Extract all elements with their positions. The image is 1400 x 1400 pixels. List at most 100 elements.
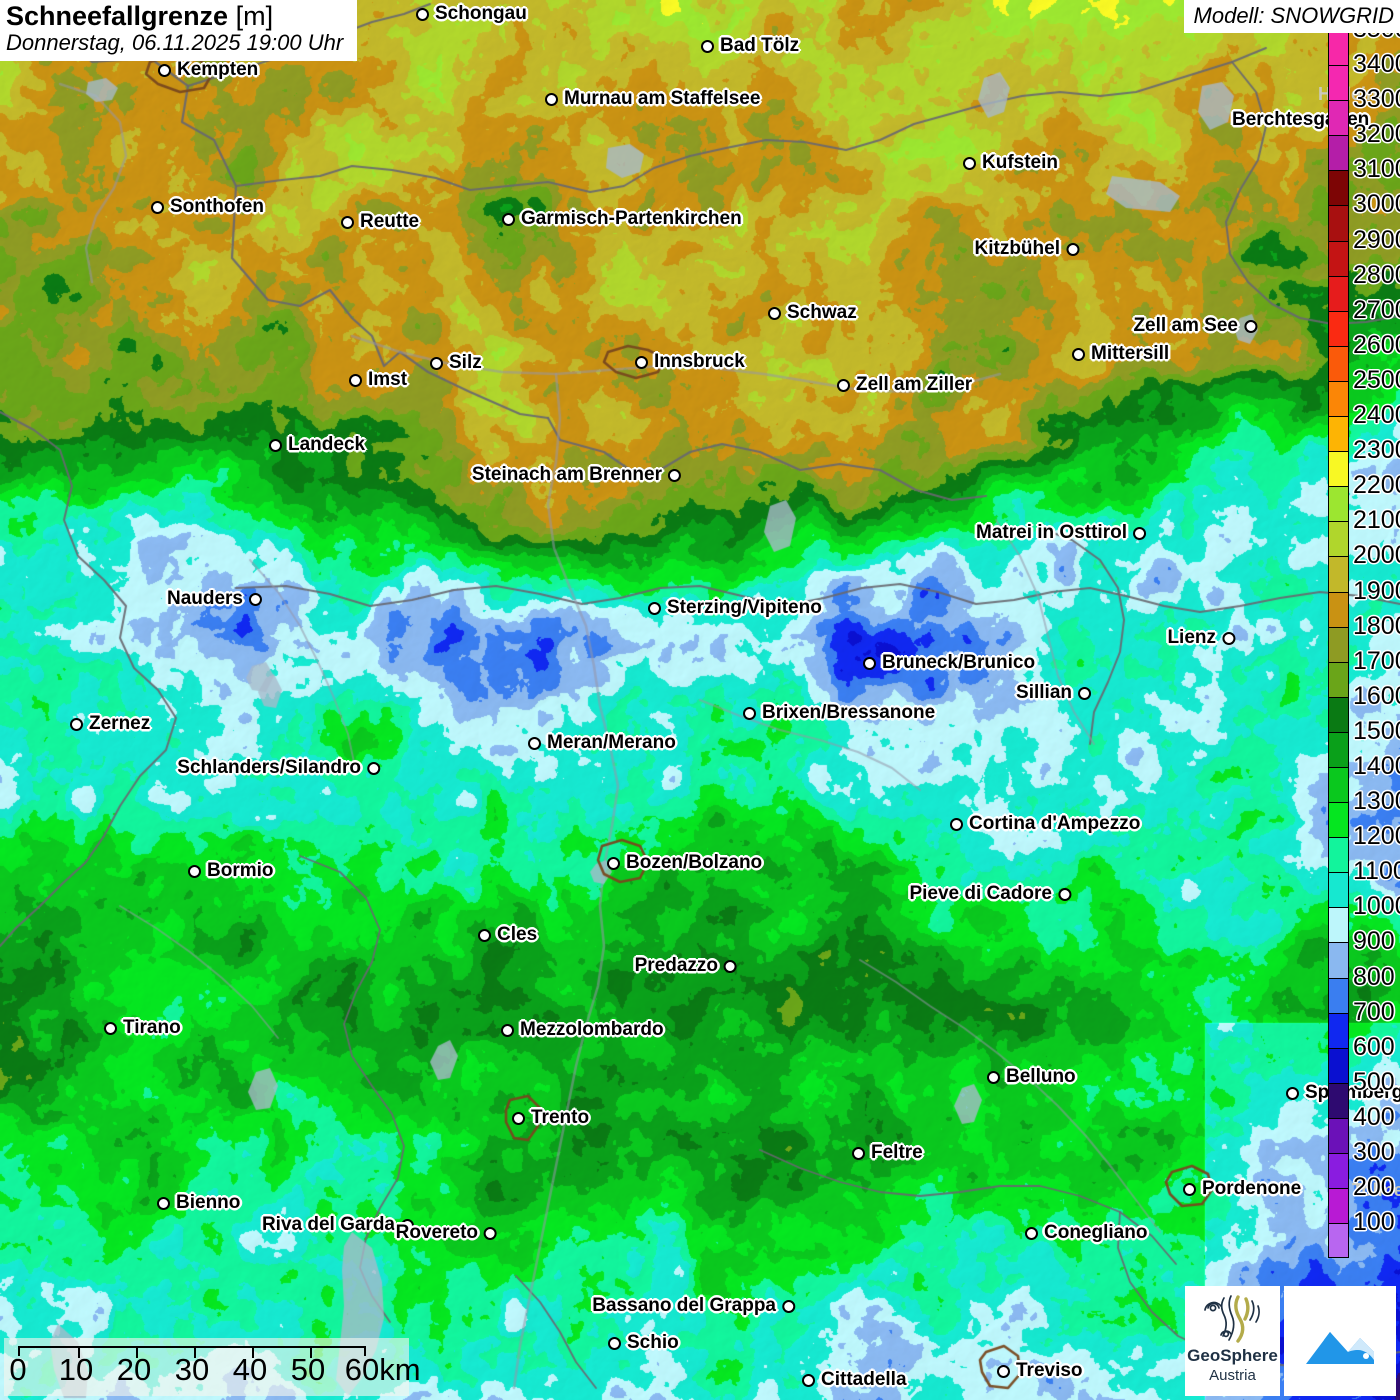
- city-marker[interactable]: Rovereto: [396, 1222, 497, 1244]
- legend-swatch: [1328, 1117, 1349, 1153]
- city-marker[interactable]: Imst: [349, 369, 407, 391]
- city-marker[interactable]: Lienz: [1167, 627, 1235, 649]
- legend-swatch: [1328, 310, 1349, 346]
- city-marker[interactable]: Conegliano: [1025, 1222, 1147, 1244]
- city-marker[interactable]: Belluno: [987, 1066, 1076, 1088]
- legend-row: 2100: [1328, 508, 1400, 557]
- legend-value-label: 200: [1353, 1173, 1395, 1202]
- city-marker[interactable]: Landeck: [269, 434, 365, 456]
- city-dot-icon: [1222, 631, 1235, 645]
- city-label: Zell am See: [1133, 315, 1238, 336]
- legend-row: 1000: [1328, 894, 1400, 943]
- city-marker[interactable]: Riva del Garda: [262, 1214, 414, 1236]
- city-marker[interactable]: Schongau: [416, 3, 527, 25]
- city-marker[interactable]: Schwaz: [768, 302, 857, 324]
- city-marker[interactable]: Innsbruck: [635, 351, 745, 373]
- city-marker[interactable]: Bormio: [188, 860, 274, 882]
- city-marker[interactable]: Steinach am Brenner: [472, 464, 681, 486]
- legend-swatch: [1328, 380, 1349, 417]
- city-marker[interactable]: Garmisch-Partenkirchen: [502, 208, 742, 230]
- title-unit: [m]: [235, 1, 274, 31]
- city-dot-icon: [478, 928, 491, 942]
- city-marker[interactable]: Pordenone: [1183, 1178, 1301, 1200]
- city-label: Mittersill: [1091, 343, 1170, 364]
- city-dot-icon: [1133, 526, 1146, 540]
- city-marker[interactable]: Mittersill: [1072, 343, 1169, 365]
- legend-swatch: [1328, 170, 1349, 206]
- city-label: Brixen/Bressanone: [762, 702, 936, 723]
- legend-swatch: [1328, 872, 1349, 908]
- legend-value-label: 1400: [1353, 751, 1400, 780]
- city-dot-icon: [987, 1070, 1000, 1084]
- city-marker[interactable]: Mezzolombardo: [501, 1019, 664, 1041]
- legend-row: 800: [1328, 964, 1400, 1013]
- city-marker[interactable]: Cles: [478, 924, 537, 946]
- city-marker[interactable]: Trento: [512, 1107, 589, 1129]
- legend-value-label: 2600: [1353, 330, 1400, 359]
- city-marker[interactable]: Sonthofen: [151, 196, 264, 218]
- legend-value-label: 1100: [1353, 857, 1400, 886]
- city-marker[interactable]: Bozen/Bolzano: [607, 852, 762, 874]
- city-marker[interactable]: Kitzbühel: [974, 238, 1079, 260]
- city-dot-icon: [416, 7, 429, 21]
- city-marker[interactable]: Sillian: [1016, 682, 1091, 704]
- legend-row: 2600: [1328, 332, 1400, 381]
- city-marker[interactable]: Schlanders/Silandro: [177, 757, 380, 779]
- city-label: Kitzbühel: [974, 238, 1061, 259]
- city-marker[interactable]: Pieve di Cadore: [909, 883, 1071, 905]
- geosphere-austria-logo[interactable]: GeoSphere Austria: [1185, 1286, 1280, 1396]
- city-marker[interactable]: Zernez: [70, 713, 150, 735]
- legend-swatch: [1328, 135, 1349, 171]
- legend-value-label: 2900: [1353, 225, 1400, 254]
- city-label: Schwaz: [787, 302, 857, 323]
- city-dot-icon: [401, 1218, 414, 1232]
- city-marker[interactable]: Reutte: [341, 211, 419, 233]
- city-marker[interactable]: Feltre: [852, 1142, 923, 1164]
- legend-colorbar: 3500340033003200310030002900280027002600…: [1328, 17, 1400, 1259]
- city-marker[interactable]: Meran/Merano: [528, 732, 676, 754]
- city-dot-icon: [528, 736, 541, 750]
- city-marker[interactable]: Zell am Ziller: [837, 374, 972, 396]
- legend-row: 2300: [1328, 438, 1400, 487]
- city-marker[interactable]: Bassano del Grappa: [592, 1295, 795, 1317]
- legend-value-label: 2800: [1353, 260, 1400, 289]
- city-marker[interactable]: Bad Tölz: [701, 35, 799, 57]
- city-dot-icon: [608, 1336, 621, 1350]
- city-label: Zernez: [89, 713, 151, 734]
- city-dot-icon: [1025, 1226, 1038, 1240]
- city-marker[interactable]: Predazzo: [635, 955, 737, 977]
- city-marker[interactable]: Bienno: [157, 1192, 240, 1214]
- city-marker[interactable]: Cortina d'Ampezzo: [950, 813, 1140, 835]
- legend-swatch: [1328, 907, 1349, 943]
- city-marker[interactable]: Brixen/Bressanone: [743, 702, 935, 724]
- legend-swatch: [1328, 661, 1349, 697]
- city-marker[interactable]: Matrei in Osttirol: [976, 522, 1146, 544]
- legend-value-label: 3000: [1353, 190, 1400, 219]
- city-marker[interactable]: Cittadella: [802, 1369, 907, 1391]
- city-marker[interactable]: Kufstein: [963, 152, 1058, 174]
- city-dot-icon: [501, 1023, 514, 1037]
- city-label: Sonthofen: [170, 196, 264, 217]
- city-marker[interactable]: Schio: [608, 1332, 679, 1354]
- legend-value-label: 3300: [1353, 85, 1400, 114]
- legend-row: 300: [1328, 1140, 1400, 1189]
- city-marker[interactable]: Sterzing/Vipiteno: [648, 597, 822, 619]
- city-marker[interactable]: Bruneck/Brunico: [863, 652, 1035, 674]
- city-marker[interactable]: Murnau am Staffelsee: [545, 88, 760, 110]
- city-dot-icon: [607, 856, 620, 870]
- legend-row: 3200: [1328, 122, 1400, 171]
- city-dot-icon: [158, 63, 171, 77]
- city-marker[interactable]: Zell am See: [1133, 315, 1257, 337]
- scale-tick: [252, 1348, 254, 1358]
- city-marker[interactable]: Nauders: [167, 588, 262, 610]
- city-label: Riva del Garda: [261, 1214, 395, 1235]
- city-marker[interactable]: Treviso: [997, 1360, 1083, 1382]
- city-marker[interactable]: Tirano: [104, 1017, 181, 1039]
- city-marker[interactable]: Silz: [430, 352, 482, 374]
- legend-row: 3400: [1328, 52, 1400, 101]
- city-marker[interactable]: Kempten: [158, 59, 258, 81]
- city-dot-icon: [512, 1111, 525, 1125]
- mountain-logo[interactable]: [1284, 1286, 1396, 1396]
- legend-row: 3000: [1328, 192, 1400, 241]
